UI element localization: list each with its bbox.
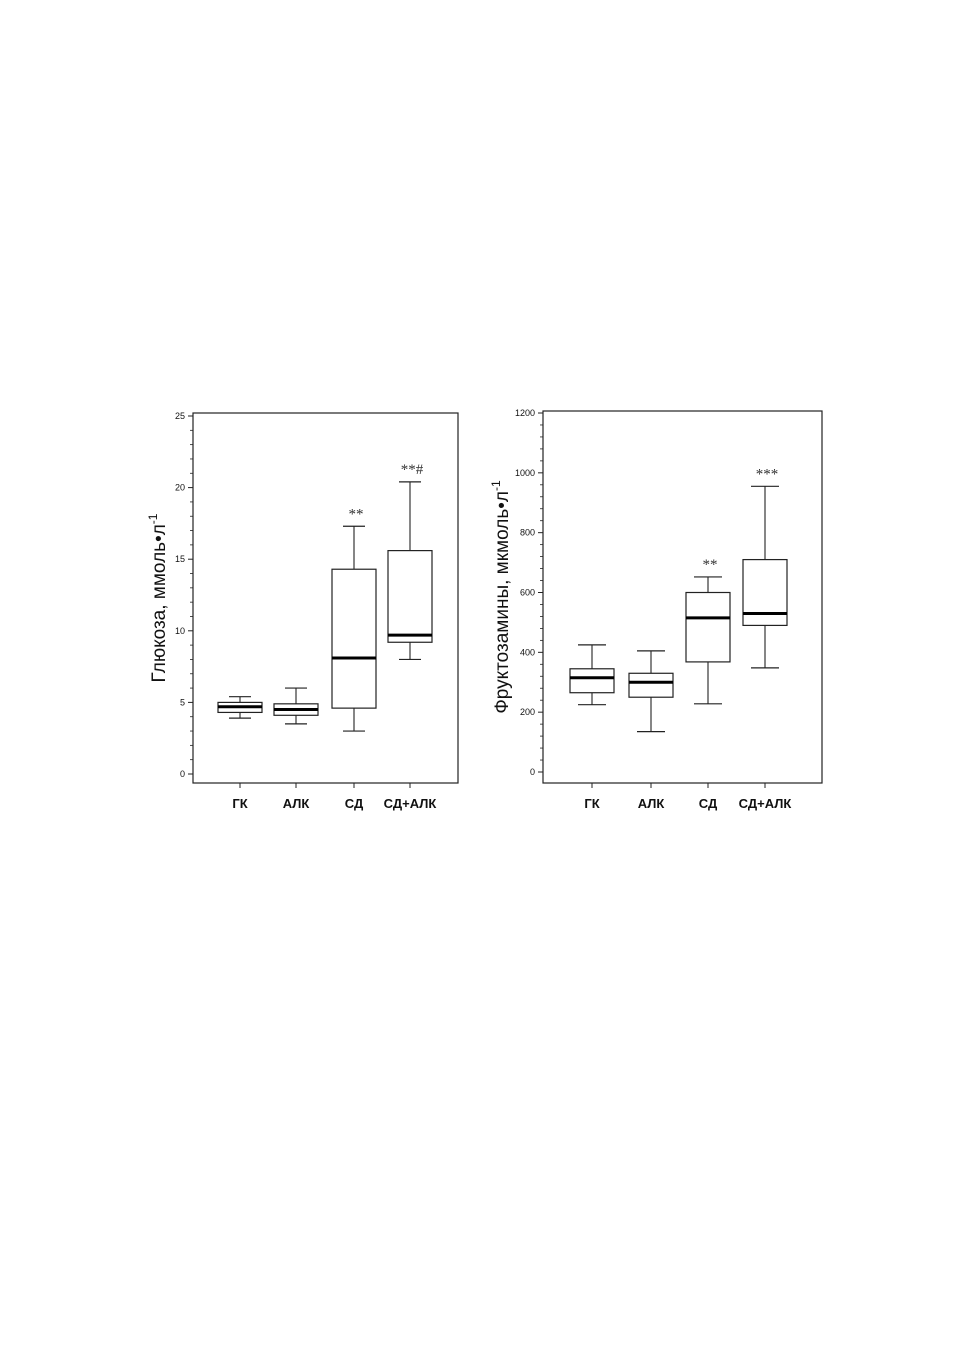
glucose-chart: 0 5 10 15 20 25 ГК АЛК СД СД+АЛК ** **# Глюкоза, ммо… [146, 411, 459, 811]
y-tick-label: 0 [530, 767, 535, 777]
y-axis-label: Глюкоза, ммоль•л-1 [146, 513, 170, 682]
y-tick-label: 15 [175, 554, 185, 564]
plot-frame [192, 412, 459, 784]
y-tick-label: 800 [520, 528, 535, 538]
iqr-box [331, 568, 377, 709]
y-tick-label: 600 [520, 588, 535, 598]
iqr-box [742, 558, 788, 627]
y-tick-label: 20 [175, 483, 185, 493]
y-tick-label: 0 [180, 769, 185, 779]
iqr-box [387, 550, 433, 643]
y-tick-label: 1000 [515, 468, 535, 478]
x-category-label: ГК [232, 796, 247, 811]
y-tick-label: 200 [520, 707, 535, 717]
box-ГК [217, 696, 263, 719]
y-axis-label-superscript: -1 [489, 480, 503, 491]
iqr-box [685, 591, 731, 663]
x-category-label: АЛК [638, 796, 665, 811]
x-category-label: СД+АЛК [739, 796, 792, 811]
y-axis-label-superscript: -1 [146, 513, 160, 524]
y-tick-label: 10 [175, 626, 185, 636]
box-ГК [569, 644, 615, 706]
box-СД: ** [685, 557, 731, 705]
x-category-label: СД+АЛК [384, 796, 437, 811]
x-category-label: СД [699, 796, 718, 811]
y-tick-label: 25 [175, 411, 185, 421]
significance-marker: **# [401, 462, 424, 478]
y-tick-label: 1200 [515, 408, 535, 418]
iqr-box [569, 668, 615, 694]
y-axis-label: Фруктозамины, мкмоль•л-1 [489, 480, 513, 714]
y-tick-label: 5 [180, 697, 185, 707]
x-category-label: СД [345, 796, 364, 811]
plot-frame [542, 410, 823, 784]
significance-marker: ** [349, 506, 364, 522]
iqr-box [628, 672, 674, 698]
y-axis-label-text: Глюкоза, ммоль•л [149, 524, 170, 682]
x-category-label: ГК [584, 796, 599, 811]
box-СД+АЛК: *** [742, 466, 788, 669]
y-tick-label: 400 [520, 647, 535, 657]
box-АЛК [628, 650, 674, 733]
box-СД: ** [331, 506, 377, 732]
box-АЛК [273, 687, 319, 725]
x-category-label: АЛК [283, 796, 310, 811]
significance-marker: ** [703, 557, 718, 573]
significance-marker: *** [756, 466, 779, 482]
y-axis-label-text: Фруктозамины, мкмоль•л [492, 491, 513, 714]
box-СД+АЛК: **# [387, 462, 433, 661]
